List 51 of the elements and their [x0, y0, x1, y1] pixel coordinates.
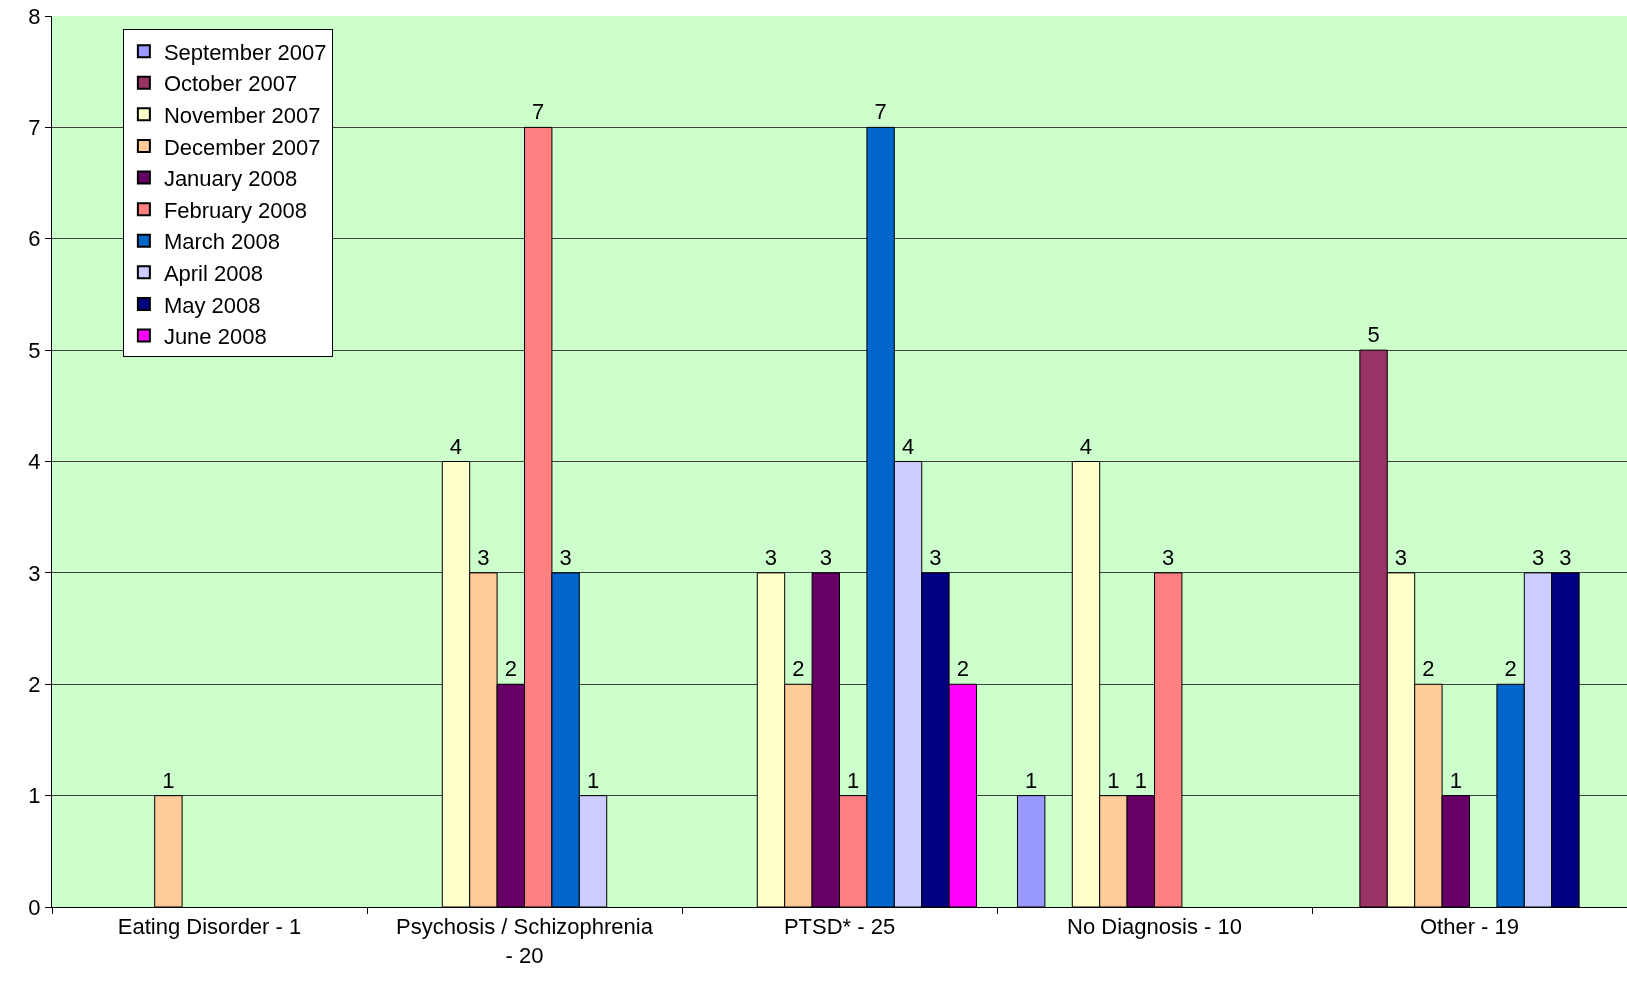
x-tick-label: No Diagnosis - 10: [1067, 914, 1242, 940]
legend-label: January 2008: [163, 166, 298, 192]
data-label: 3: [1394, 544, 1408, 570]
data-label: 5: [1367, 322, 1380, 348]
legend-label: March 2008: [163, 229, 281, 255]
data-label: 2: [792, 656, 805, 682]
legend-label: December 2007: [163, 134, 321, 160]
data-label: 1: [162, 767, 175, 793]
data-label: 2: [1422, 656, 1435, 682]
data-label: 1: [1449, 767, 1462, 793]
legend-label: September 2007: [163, 39, 327, 65]
data-label: 3: [929, 544, 942, 570]
x-tick-label: Psychosis / Schizophrenia - 20: [396, 914, 654, 968]
data-label: 4: [449, 433, 463, 459]
y-tick-label: 3: [28, 560, 41, 586]
legend-label: June 2008: [163, 324, 267, 350]
data-label: 1: [1107, 767, 1120, 793]
y-tick-label: 4: [28, 449, 41, 475]
data-label: 3: [764, 544, 778, 570]
data-label: 3: [819, 544, 832, 570]
data-label: 1: [586, 767, 600, 793]
y-tick-label: 5: [28, 337, 41, 363]
data-label: 4: [901, 433, 915, 459]
data-label: 3: [1531, 544, 1545, 570]
data-label: 3: [477, 544, 490, 570]
data-label: 3: [1162, 544, 1175, 570]
data-label: 4: [1079, 433, 1093, 459]
data-label: 2: [1504, 656, 1517, 682]
y-tick-label: 0: [28, 894, 41, 920]
legend-label: April 2008: [163, 260, 263, 286]
legend-label: October 2007: [163, 71, 298, 97]
legend-label: May 2008: [163, 292, 261, 318]
data-label: 1: [847, 767, 860, 793]
x-tick-label: Other - 19: [1419, 914, 1520, 940]
y-tick-label: 1: [28, 783, 41, 809]
y-tick-label: 8: [28, 3, 41, 29]
legend-label: November 2007: [163, 102, 321, 128]
x-tick-label: PTSD* - 25: [783, 914, 896, 940]
data-label: 1: [1134, 767, 1147, 793]
data-label: 2: [504, 656, 517, 682]
data-label: 1: [1025, 767, 1038, 793]
y-tick-label: 7: [28, 115, 41, 141]
y-tick-label: 6: [28, 226, 41, 252]
data-label: 2: [956, 656, 969, 682]
y-tick-label: 2: [28, 671, 41, 697]
data-label: 3: [559, 544, 572, 570]
data-label: 7: [532, 99, 545, 125]
legend-label: February 2008: [163, 197, 307, 223]
x-tick-label: Eating Disorder - 1: [117, 914, 302, 940]
data-label: 3: [1559, 544, 1572, 570]
data-label: 7: [874, 99, 887, 125]
